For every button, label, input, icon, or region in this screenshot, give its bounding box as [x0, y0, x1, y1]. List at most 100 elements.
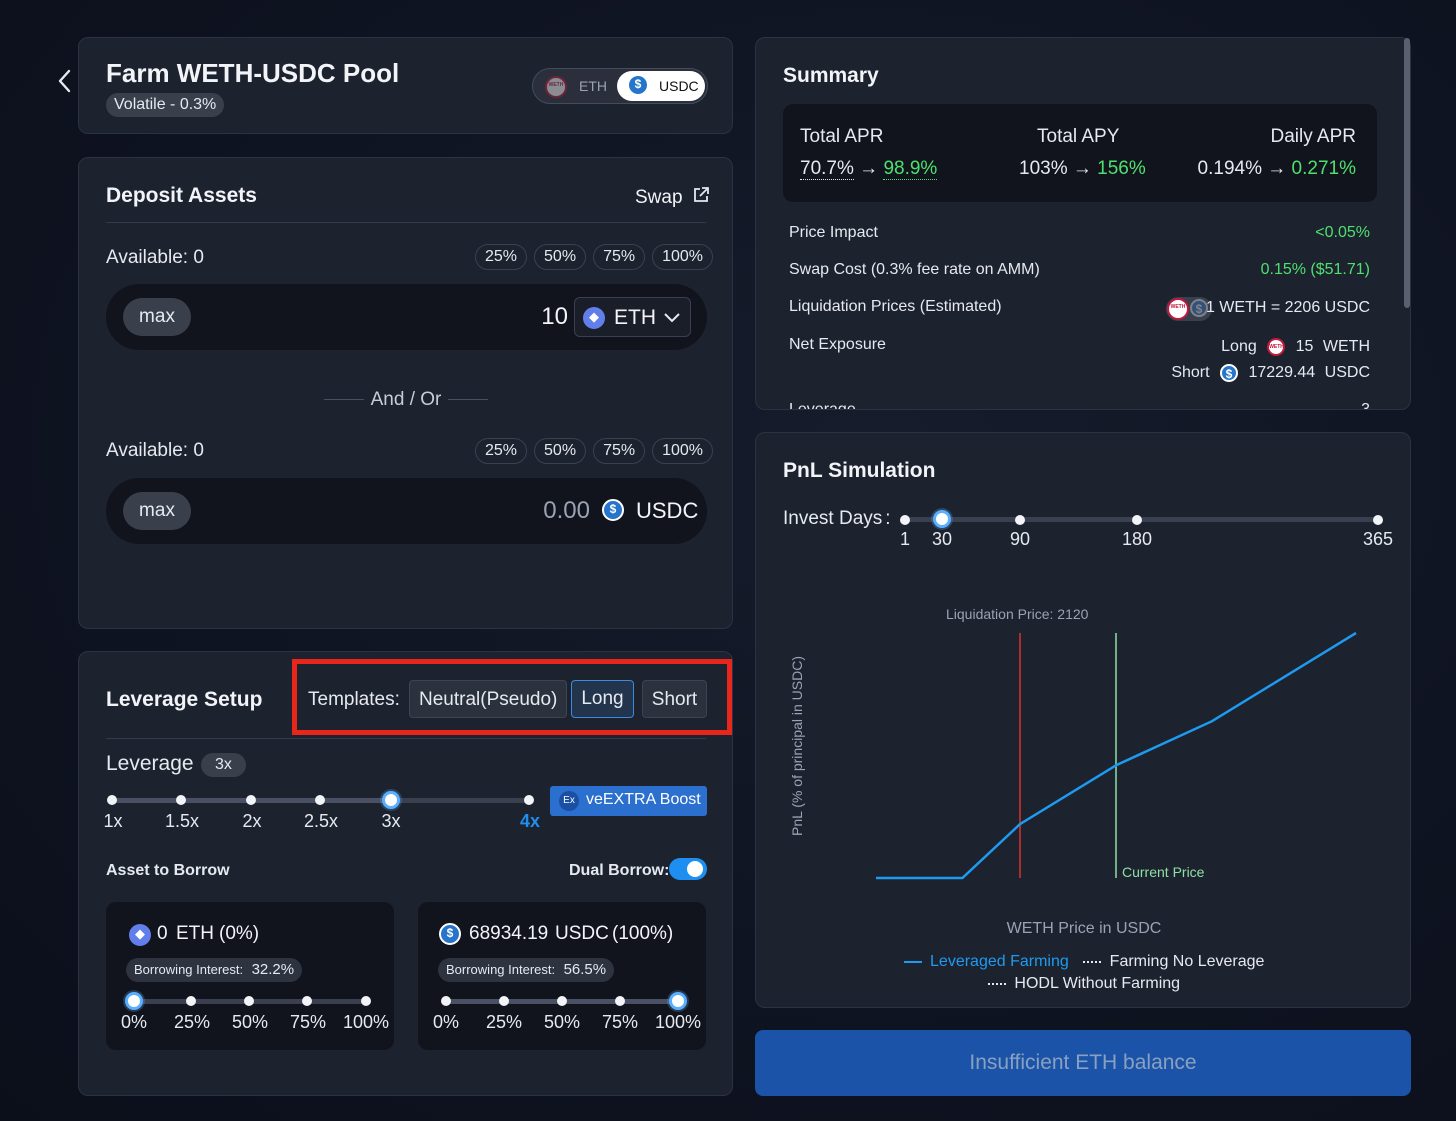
net-exposure-short: Short 17229.44 USDC — [1171, 364, 1370, 382]
eth-borrow-dot-25[interactable] — [186, 996, 196, 1006]
days-dot-90[interactable] — [1015, 515, 1025, 525]
legend-hodl-without-farming[interactable]: HODL Without Farming — [1014, 975, 1181, 992]
toggle-usdc-option[interactable]: USDC — [617, 71, 705, 101]
pct-50-button[interactable]: 50% — [534, 438, 587, 464]
liquidation-price-annotation: Liquidation Price: 2120 — [946, 606, 1089, 622]
leverage-title: Leverage Setup — [106, 688, 263, 711]
pnl-title: PnL Simulation — [783, 459, 936, 482]
eth-borrow-interest: Borrowing Interest: 32.2% — [126, 958, 303, 982]
usdc-borrow-card: 68934.19 USDC (100%) Borrowing Interest:… — [418, 902, 706, 1050]
token-toggle[interactable]: ETH USDC — [532, 68, 708, 104]
daily-apr-label: Daily APR — [1270, 126, 1356, 147]
summary-scrollbar[interactable] — [1404, 38, 1410, 308]
pnl-chart — [876, 631, 1357, 880]
pct-75-button[interactable]: 75% — [593, 244, 646, 270]
toggle-knob — [687, 861, 703, 877]
chevron-down-icon — [664, 313, 680, 323]
eth-token-select[interactable]: ETH — [574, 297, 691, 337]
legend-leveraged-farming[interactable]: Leveraged Farming — [930, 953, 1069, 970]
leverage-dot-1x[interactable] — [107, 795, 117, 805]
leverage-label: Leverage — [106, 752, 194, 775]
veextra-boost-badge[interactable]: Ex veEXTRA Boost — [550, 786, 707, 816]
eth-amount-input[interactable]: max 10 ETH — [106, 284, 707, 350]
available-label-2: Available: 0 — [106, 440, 204, 461]
pct-50-button[interactable]: 50% — [534, 244, 587, 270]
total-apr-values: 70.7% → 98.9% — [800, 158, 938, 180]
usdc-borrow-slider-handle[interactable] — [669, 992, 687, 1010]
usdc-borrow-dot-25[interactable] — [499, 996, 509, 1006]
usdc-borrow-tick-75: 75% — [601, 1012, 639, 1032]
summary-title: Summary — [783, 64, 879, 87]
leverage-tick-1-5x: 1.5x — [164, 811, 200, 831]
swap-link[interactable]: Swap — [635, 186, 710, 209]
leverage-tick-2x: 2x — [242, 811, 262, 831]
leverage-row-label: Leverage — [789, 401, 856, 410]
leverage-setup-panel: Leverage Setup Templates: Neutral(Pseudo… — [78, 651, 733, 1096]
eth-borrow-tick-25: 25% — [173, 1012, 211, 1032]
eth-borrow-dot-100[interactable] — [361, 996, 371, 1006]
invest-days-handle[interactable] — [933, 510, 951, 528]
deposit-title: Deposit Assets — [106, 184, 257, 207]
back-chevron-icon[interactable] — [54, 66, 76, 96]
daily-apr-values: 0.194% → 0.271% — [1197, 158, 1356, 179]
days-tick-180: 180 — [1121, 529, 1153, 549]
eth-borrow-slider-handle[interactable] — [125, 992, 143, 1010]
usdc-borrow-amount: 68934.19 — [469, 923, 549, 944]
usdc-borrow-tick-25: 25% — [485, 1012, 523, 1032]
usdc-borrow-tick-0: 0% — [432, 1012, 460, 1032]
days-tick-90: 90 — [1009, 529, 1031, 549]
eth-icon — [129, 924, 151, 946]
legend-leveraged-swatch — [903, 960, 922, 963]
pct-100-button[interactable]: 100% — [652, 244, 714, 270]
template-neutral-button[interactable]: Neutral(Pseudo) — [409, 680, 568, 718]
days-dot-1[interactable] — [900, 515, 910, 525]
leverage-dot-2-5x[interactable] — [315, 795, 325, 805]
eth-amount-value[interactable]: 10 — [541, 303, 568, 330]
usdc-amount-value[interactable]: 0.00 — [543, 497, 590, 524]
and-or-separator: And / Or — [370, 389, 442, 410]
leverage-row-value: 3 — [1361, 401, 1370, 410]
leverage-tick-4x: 4x — [519, 811, 541, 831]
usdc-icon — [602, 499, 624, 521]
max-button-2[interactable]: max — [123, 492, 191, 530]
total-apy-values: 103% → 156% — [1019, 158, 1146, 179]
eth-borrow-dot-75[interactable] — [302, 996, 312, 1006]
pct-25-button[interactable]: 25% — [475, 244, 528, 270]
template-short-button[interactable]: Short — [642, 680, 707, 718]
leverage-dot-2x[interactable] — [246, 795, 256, 805]
liquidation-value: 1 WETH = 2206 USDC — [1205, 299, 1370, 316]
usdc-borrow-dot-50[interactable] — [557, 996, 567, 1006]
pnl-simulation-panel: PnL Simulation Invest Days: 1 30 90 180 … — [755, 432, 1411, 1008]
usdc-amount-input[interactable]: max 0.00 USDC — [106, 478, 707, 544]
leverage-slider-handle[interactable] — [382, 791, 400, 809]
separator-line-left — [324, 399, 364, 400]
dual-borrow-toggle[interactable] — [669, 858, 707, 880]
legend-row-2: HODL Without Farming — [756, 975, 1412, 993]
usdc-borrow-dot-0[interactable] — [441, 996, 451, 1006]
deposit-assets-panel: Deposit Assets Swap Available: 0 25% 50%… — [78, 157, 733, 629]
volatility-badge: Volatile - 0.3% — [106, 93, 225, 117]
weth-icon — [1167, 298, 1189, 320]
templates-label: Templates: — [308, 689, 400, 710]
eth-borrow-dot-50[interactable] — [244, 996, 254, 1006]
liquidation-token-toggle[interactable] — [1166, 297, 1212, 321]
price-impact-label: Price Impact — [789, 224, 878, 241]
usdc-borrow-tick-100: 100% — [654, 1012, 702, 1032]
pct-100-button[interactable]: 100% — [652, 438, 714, 464]
leverage-dot-4x[interactable] — [524, 795, 534, 805]
template-long-button[interactable]: Long — [571, 680, 634, 718]
days-dot-180[interactable] — [1132, 515, 1142, 525]
pct-75-button[interactable]: 75% — [593, 438, 646, 464]
max-button-1[interactable]: max — [123, 298, 191, 336]
days-tick-1: 1 — [899, 529, 911, 549]
days-dot-365[interactable] — [1373, 515, 1383, 525]
pct-25-button[interactable]: 25% — [475, 438, 528, 464]
usdc-borrow-interest: Borrowing Interest: 56.5% — [438, 958, 615, 982]
toggle-eth-option[interactable]: ETH — [539, 74, 615, 100]
insufficient-balance-button[interactable]: Insufficient ETH balance — [755, 1030, 1411, 1096]
leverage-dot-1-5x[interactable] — [176, 795, 186, 805]
net-exposure-label: Net Exposure — [789, 336, 886, 353]
legend-farming-no-leverage[interactable]: Farming No Leverage — [1109, 953, 1265, 970]
eth-borrow-tick-0: 0% — [120, 1012, 148, 1032]
usdc-borrow-dot-75[interactable] — [615, 996, 625, 1006]
